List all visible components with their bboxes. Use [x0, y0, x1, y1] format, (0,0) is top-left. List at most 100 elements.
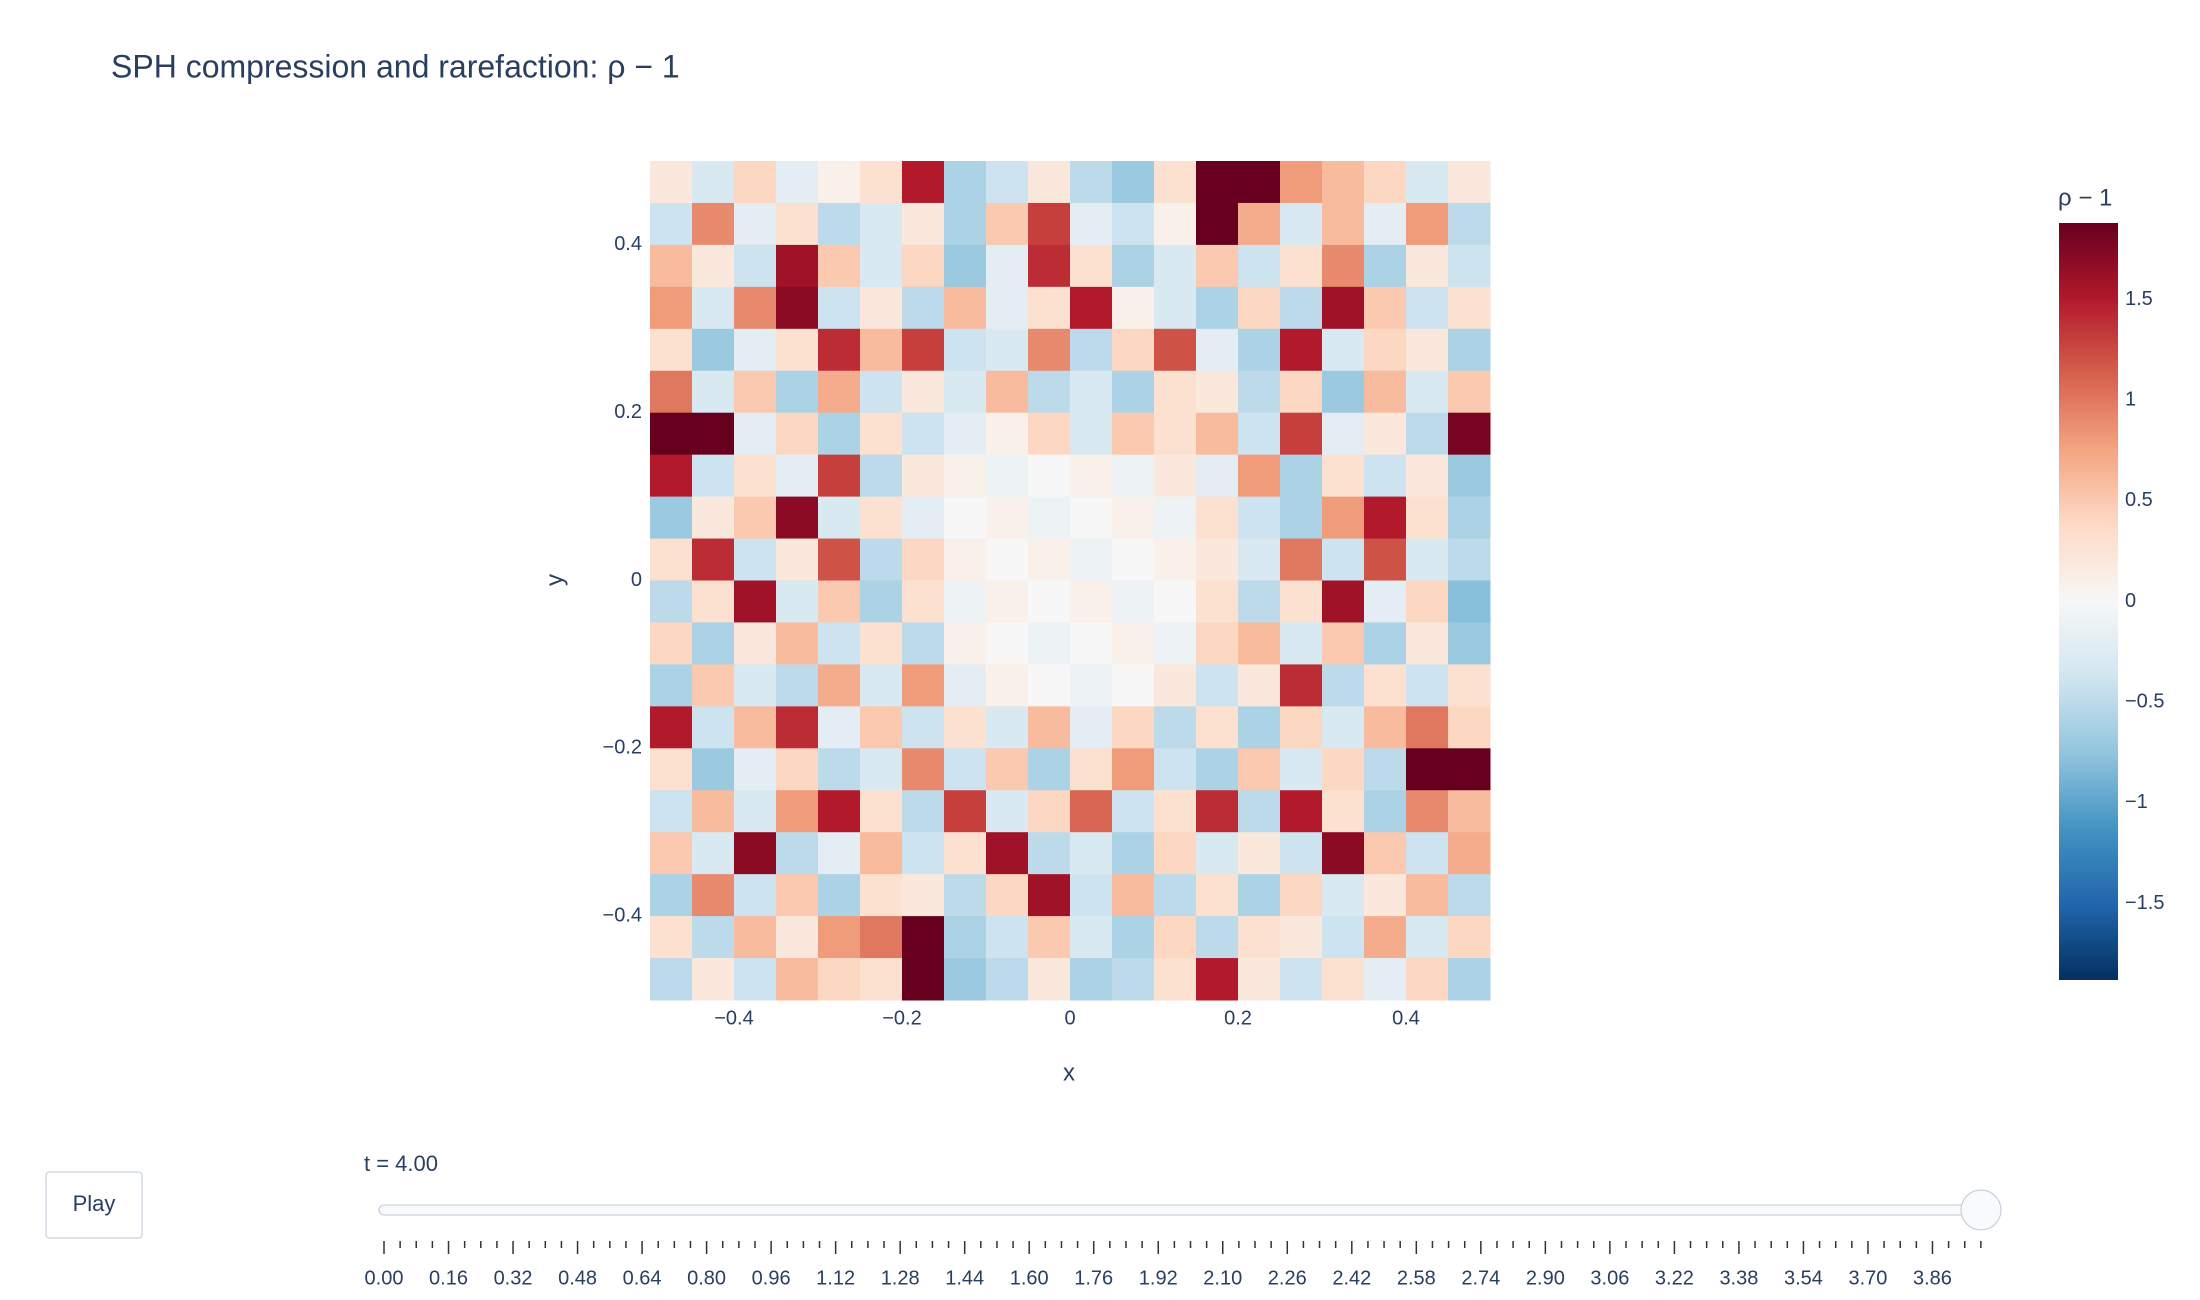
heatmap-cell: [1322, 328, 1365, 372]
heatmap-cell: [1112, 412, 1155, 456]
heatmap-cell: [650, 244, 693, 288]
heatmap-cell: [776, 161, 819, 204]
button-box[interactable]: [45, 1171, 143, 1239]
heatmap-cell: [1448, 916, 1491, 959]
slider-step-label[interactable]: 0.32: [494, 1267, 533, 1289]
heatmap-cell: [650, 706, 693, 749]
heatmap-cell: [1112, 161, 1155, 204]
heatmap-cell: [734, 538, 777, 581]
slider-step-label[interactable]: 1.44: [945, 1267, 984, 1289]
heatmap-cell: [1196, 874, 1239, 917]
slider-step-label[interactable]: 1.60: [1010, 1267, 1049, 1289]
heatmap-cell: [1406, 622, 1449, 665]
button-label[interactable]: Play: [73, 1191, 116, 1216]
slider-step-label[interactable]: 0.00: [365, 1267, 404, 1289]
heatmap-cell: [1028, 874, 1071, 917]
slider-step-label[interactable]: 3.06: [1590, 1267, 1629, 1289]
heatmap-cell: [944, 454, 987, 498]
slider-step-label[interactable]: 1.12: [816, 1267, 855, 1289]
heatmap-cell: [902, 748, 945, 791]
heatmap-cell: [692, 202, 735, 246]
play-button[interactable]: Play: [45, 1171, 143, 1239]
heatmap-cell: [1322, 286, 1365, 330]
heatmap-cell: [1280, 496, 1323, 540]
heatmap-cell: [650, 790, 693, 833]
heatmap-cell: [1112, 664, 1155, 707]
heatmap-cell: [1196, 454, 1239, 498]
heatmap-cell: [1448, 832, 1491, 875]
heatmap-cell: [1238, 748, 1281, 791]
heatmap-cell: [1364, 874, 1407, 917]
heatmap-cell: [776, 916, 819, 959]
heatmap-cell: [1028, 664, 1071, 707]
slider-step-label[interactable]: 3.38: [1719, 1267, 1758, 1289]
heatmap-cell: [818, 328, 861, 372]
heatmap-cell: [902, 244, 945, 288]
slider-step-label[interactable]: 3.22: [1655, 1267, 1694, 1289]
heatmap-cell: [692, 454, 735, 498]
heatmap-cell: [1406, 874, 1449, 917]
heatmap-cell: [650, 328, 693, 372]
heatmap-cell: [860, 328, 903, 372]
slider-step-label[interactable]: 2.10: [1203, 1267, 1242, 1289]
heatmap-cell: [1238, 958, 1281, 1001]
heatmap-cell: [776, 664, 819, 707]
heatmap-cell: [776, 958, 819, 1001]
heatmap-cell: [986, 580, 1029, 623]
slider-step-label[interactable]: 3.86: [1913, 1267, 1952, 1289]
slider-step-label[interactable]: 0.64: [623, 1267, 662, 1289]
heatmap-cell: [692, 874, 735, 917]
colorbar-tick-label: −0.5: [2125, 690, 2164, 712]
heatmap-cell: [818, 244, 861, 288]
heatmap-cell: [1364, 580, 1407, 623]
slider-step-label[interactable]: 2.90: [1526, 1267, 1565, 1289]
slider-handle[interactable]: [1960, 1189, 2002, 1231]
chart-title: SPH compression and rarefaction: ρ − 1: [111, 48, 680, 84]
x-tick-label: 0.2: [1224, 1007, 1252, 1029]
heatmap-cell: [1112, 874, 1155, 917]
slider-step-label[interactable]: 1.92: [1139, 1267, 1178, 1289]
slider-step-label[interactable]: 2.58: [1397, 1267, 1436, 1289]
heatmap-cell: [1406, 790, 1449, 833]
heatmap-cell: [944, 202, 987, 246]
heatmap-cell: [986, 538, 1029, 581]
heatmap-cell: [734, 202, 777, 246]
heatmap-cell: [1322, 244, 1365, 288]
heatmap-cell: [860, 790, 903, 833]
heatmap-cell: [944, 706, 987, 749]
slider-track[interactable]: [378, 1204, 1984, 1216]
heatmap-cell: [1154, 328, 1197, 372]
heatmap-cell: [1364, 538, 1407, 581]
heatmap-cell: [1028, 748, 1071, 791]
slider-step-label[interactable]: 2.74: [1461, 1267, 1500, 1289]
slider-step-label[interactable]: 0.16: [429, 1267, 468, 1289]
heatmap-cell: [860, 832, 903, 875]
slider-step-label[interactable]: 3.70: [1848, 1267, 1887, 1289]
heatmap-cell: [1280, 244, 1323, 288]
slider-step-label[interactable]: 2.26: [1268, 1267, 1307, 1289]
heatmap-cell: [860, 202, 903, 246]
slider-step-label[interactable]: 0.96: [752, 1267, 791, 1289]
slider-step-label[interactable]: 1.28: [881, 1267, 920, 1289]
heatmap-cell: [650, 832, 693, 875]
heatmap-cell: [944, 622, 987, 665]
slider-step-label[interactable]: 0.48: [558, 1267, 597, 1289]
slider-step-label[interactable]: 3.54: [1784, 1267, 1823, 1289]
heatmap-cell: [776, 454, 819, 498]
slider-step-label[interactable]: 1.76: [1074, 1267, 1113, 1289]
heatmap-cell: [650, 161, 693, 204]
heatmap-cell: [1196, 580, 1239, 623]
heatmap-cell: [692, 412, 735, 456]
heatmap-cell: [1196, 328, 1239, 372]
heatmap-cell: [1070, 538, 1113, 581]
y-tick-label: 0.4: [614, 233, 642, 255]
heatmap-cell: [692, 748, 735, 791]
heatmap-cell: [902, 622, 945, 665]
heatmap-cell: [1154, 622, 1197, 665]
heatmap-cell: [1406, 580, 1449, 623]
slider-step-label[interactable]: 2.42: [1332, 1267, 1371, 1289]
slider-step-label[interactable]: 0.80: [687, 1267, 726, 1289]
heatmap-cell: [944, 538, 987, 581]
heatmap-cell: [1448, 328, 1491, 372]
